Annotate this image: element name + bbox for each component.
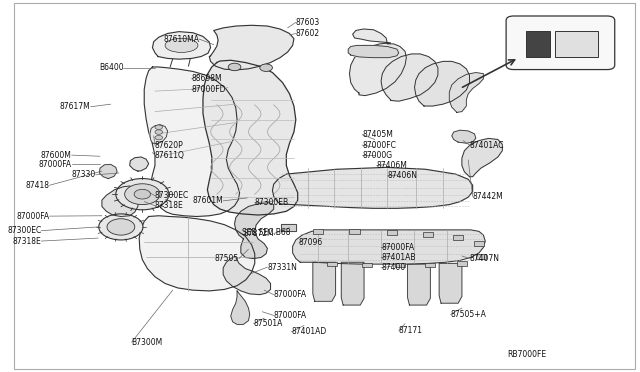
Text: 87405M: 87405M — [362, 130, 393, 139]
FancyBboxPatch shape — [506, 16, 615, 70]
Polygon shape — [282, 224, 296, 231]
Polygon shape — [348, 45, 399, 58]
Ellipse shape — [165, 38, 198, 52]
Polygon shape — [130, 157, 148, 171]
Text: 87602: 87602 — [296, 29, 320, 38]
Bar — [424, 232, 433, 237]
Polygon shape — [102, 186, 138, 217]
Text: 87603: 87603 — [296, 18, 320, 27]
Text: 87318E: 87318E — [155, 201, 184, 210]
Polygon shape — [203, 60, 298, 215]
Text: 87331N: 87331N — [268, 263, 297, 272]
Text: RB7000FE: RB7000FE — [508, 350, 547, 359]
Polygon shape — [223, 257, 271, 295]
Text: 87171: 87171 — [399, 326, 423, 335]
Text: 87401AD: 87401AD — [291, 327, 326, 336]
Polygon shape — [439, 263, 462, 303]
Polygon shape — [452, 130, 476, 143]
Bar — [313, 229, 323, 234]
Text: 87300EB: 87300EB — [255, 198, 289, 207]
Bar — [362, 263, 372, 267]
Text: 87617M: 87617M — [60, 102, 90, 111]
Text: 87406M: 87406M — [377, 161, 408, 170]
Bar — [526, 31, 550, 57]
Text: 87400: 87400 — [381, 263, 405, 272]
Text: 87505: 87505 — [215, 254, 239, 263]
Text: 87000FA: 87000FA — [381, 243, 414, 252]
Text: 87401AB: 87401AB — [381, 253, 415, 262]
Polygon shape — [415, 61, 470, 106]
Polygon shape — [408, 264, 430, 305]
Text: 87442M: 87442M — [473, 192, 504, 201]
Circle shape — [125, 184, 160, 205]
Polygon shape — [462, 138, 502, 177]
Text: 87401AC: 87401AC — [470, 141, 504, 150]
Text: 87000FA: 87000FA — [17, 212, 49, 221]
Text: 87418: 87418 — [26, 181, 49, 190]
Circle shape — [107, 219, 135, 235]
Text: 87600M: 87600M — [41, 151, 72, 160]
Bar — [425, 263, 435, 267]
Text: 87620P: 87620P — [155, 141, 184, 150]
Text: 87611Q: 87611Q — [155, 151, 185, 160]
Circle shape — [155, 135, 163, 140]
Polygon shape — [209, 25, 294, 70]
Text: 87505+A: 87505+A — [451, 310, 486, 319]
Text: 87601M: 87601M — [193, 196, 223, 205]
Text: 87300EC: 87300EC — [155, 191, 189, 200]
Polygon shape — [341, 262, 364, 305]
Circle shape — [134, 189, 150, 199]
Bar — [349, 229, 360, 234]
Polygon shape — [99, 164, 117, 179]
Text: 87000FD: 87000FD — [191, 85, 226, 94]
Polygon shape — [313, 262, 335, 301]
Polygon shape — [449, 73, 483, 112]
Text: B7300M: B7300M — [132, 338, 163, 347]
Polygon shape — [292, 230, 485, 264]
Bar — [476, 254, 486, 259]
Text: 87501A: 87501A — [253, 319, 283, 328]
Circle shape — [260, 64, 273, 71]
Text: 87096: 87096 — [299, 238, 323, 247]
Polygon shape — [152, 32, 211, 59]
Polygon shape — [349, 29, 406, 96]
Polygon shape — [381, 54, 438, 101]
Bar — [457, 261, 467, 266]
Text: 87000FA: 87000FA — [274, 311, 307, 320]
Text: 87407N: 87407N — [470, 254, 499, 263]
Text: 88698M: 88698M — [191, 74, 222, 83]
Bar — [387, 230, 397, 235]
Circle shape — [155, 130, 163, 134]
Text: 87000FA: 87000FA — [38, 160, 72, 169]
Text: 87872M: 87872M — [243, 229, 274, 238]
Text: 87330: 87330 — [72, 170, 95, 179]
Text: SEE SEC.B68: SEE SEC.B68 — [242, 228, 291, 237]
Text: 87300EC: 87300EC — [7, 226, 42, 235]
Text: 87610MA: 87610MA — [163, 35, 199, 44]
Text: 87318E: 87318E — [13, 237, 42, 246]
Text: B6400: B6400 — [99, 63, 124, 72]
Text: 87000FC: 87000FC — [362, 141, 396, 150]
Bar — [555, 31, 598, 57]
Polygon shape — [273, 167, 473, 208]
Polygon shape — [231, 291, 250, 324]
Circle shape — [155, 125, 163, 129]
Text: 87000FA: 87000FA — [274, 290, 307, 299]
Bar — [395, 263, 405, 267]
Polygon shape — [150, 125, 168, 144]
Polygon shape — [234, 203, 274, 259]
Bar — [327, 262, 337, 266]
Text: 87406N: 87406N — [387, 171, 417, 180]
Circle shape — [99, 214, 143, 240]
Circle shape — [228, 63, 241, 71]
Polygon shape — [144, 67, 239, 217]
Bar — [474, 241, 484, 246]
Text: 87000G: 87000G — [362, 151, 392, 160]
Circle shape — [116, 179, 169, 210]
Bar — [453, 235, 463, 240]
Polygon shape — [139, 216, 255, 291]
